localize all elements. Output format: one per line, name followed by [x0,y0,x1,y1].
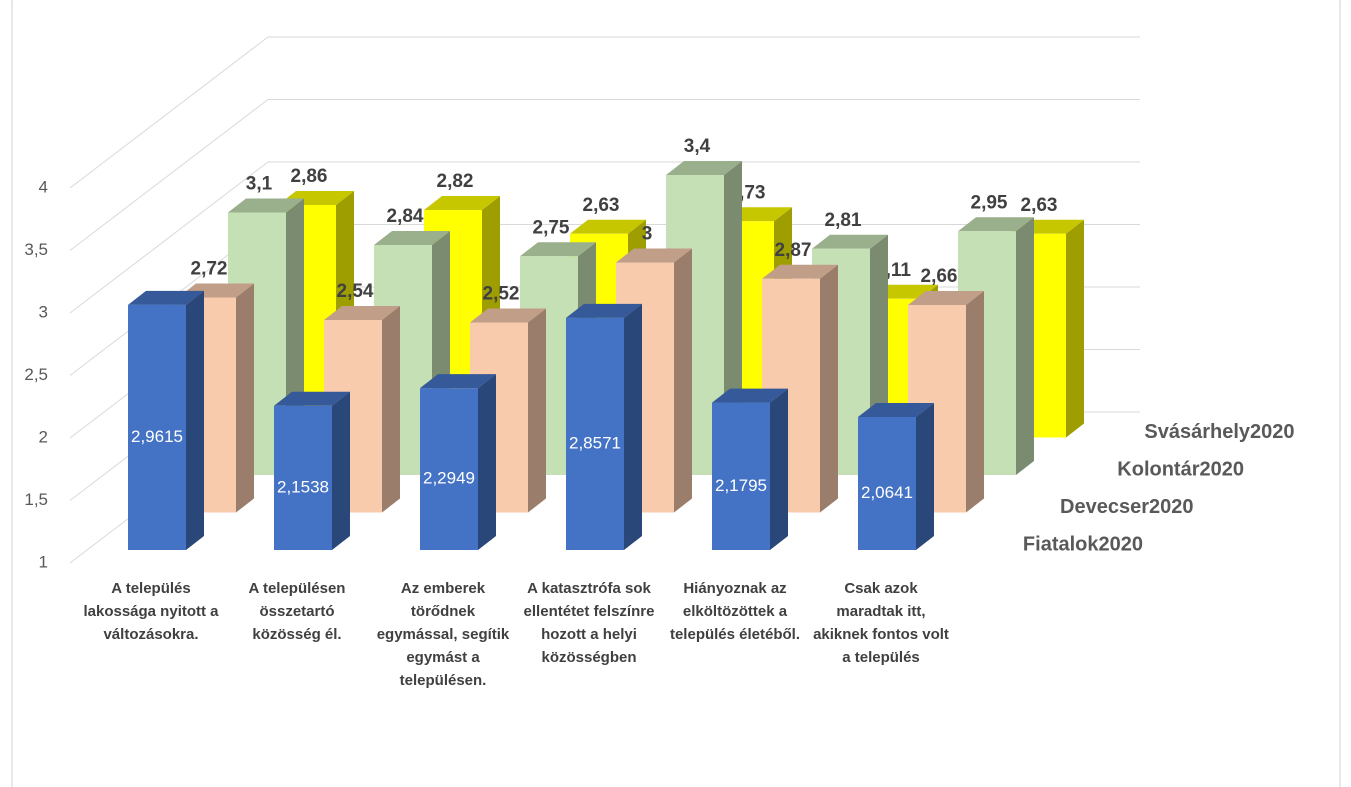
data-label: 2,54 [337,281,374,302]
bar-top [858,402,934,417]
data-label: 2,1795 [715,476,767,495]
data-label: 2,52 [483,284,520,305]
data-label: 2,0641 [861,483,913,502]
bar-top [128,290,204,305]
data-label: 2,84 [387,206,424,227]
bar-front [274,405,332,550]
y-tick-label: 1,5 [24,490,48,509]
bar-side [186,290,204,550]
bar-top [958,217,1034,232]
bar-side [966,291,984,513]
bar-top [520,242,596,257]
legend-label: Fiatalok2020 [1023,533,1143,555]
bar [858,402,934,550]
bar-side [236,283,254,513]
y-tick-label: 3,5 [24,240,48,259]
bar-top [616,248,692,263]
x-tick-label: A településen összetartó közösség él. [248,580,346,643]
bar-side [820,264,838,513]
bar-side [528,308,546,513]
data-label: 2,8571 [569,433,621,452]
bar-side [770,388,788,550]
data-label: 2,82 [437,171,474,192]
data-label: 2,95 [971,192,1008,213]
bar-top [324,306,400,320]
bar-front [566,317,624,550]
bar-top [570,219,646,234]
bar-side [478,374,496,550]
bar-side [1016,217,1034,475]
bar-front [858,416,916,550]
bar [712,388,788,550]
bar-front [128,304,186,550]
chart-border [11,0,1341,787]
data-label: 2,72 [191,259,228,280]
bar-top [908,291,984,305]
bar-side [674,248,692,513]
data-label: 2,87 [775,240,812,261]
bar [420,374,496,550]
bar [274,391,350,550]
data-label: 2,63 [583,195,620,216]
bar-top [666,161,742,175]
data-label: 2,66 [921,266,958,287]
data-label: 2,75 [533,217,570,238]
grid-line [69,99,269,251]
data-label: 3 [642,224,653,245]
data-label: 2,63 [1021,195,1058,216]
bar-top [228,198,304,213]
bar-top [470,308,546,323]
bar [566,303,642,550]
data-label: 2,81 [825,210,862,231]
bar-top [274,391,350,406]
bar-side [916,402,934,550]
data-label: 2,86 [291,166,328,187]
data-label: 2,2949 [423,469,475,488]
x-tick-label: A település lakossága nyitott a változás… [83,580,219,643]
bar-front [712,402,770,550]
bar-side [624,303,642,550]
bar [128,290,204,550]
y-tick-label: 2 [39,427,48,446]
bar-top [424,196,500,210]
bar-top [420,374,496,389]
x-tick-label: A katasztrófa sok ellentétet felszínre h… [523,580,655,666]
bar-side [1066,219,1084,438]
data-label: 2,9615 [131,427,183,446]
data-label: 2,1538 [277,477,329,496]
bar-top [566,303,642,318]
grid-line [69,36,269,189]
y-tick-label: 4 [39,177,48,196]
bar-top [812,234,888,249]
y-tick-label: 2,5 [24,365,48,384]
data-label: 3,1 [246,174,273,195]
bar-front [420,388,478,550]
bar-top [374,231,450,245]
bar-side [382,306,400,513]
data-label: 3,4 [684,136,711,157]
y-tick-label: 3 [39,302,48,321]
legend-label: Svásárhely2020 [1144,421,1294,443]
legend-label: Devecser2020 [1060,496,1193,518]
bar-side [332,391,350,550]
x-tick-label: Csak azok maradtak itt, akiknek fontos v… [813,580,949,666]
x-tick-label: Hiányoznak az elköltözöttek a település … [669,580,801,643]
bar-top [762,264,838,279]
x-tick-label: Az emberek törődnek egymással, segítik e… [376,580,510,689]
y-tick-label: 1 [39,552,48,571]
bar-top [712,388,788,403]
grid-line [69,161,269,314]
legend-label: Kolontár2020 [1117,458,1244,480]
